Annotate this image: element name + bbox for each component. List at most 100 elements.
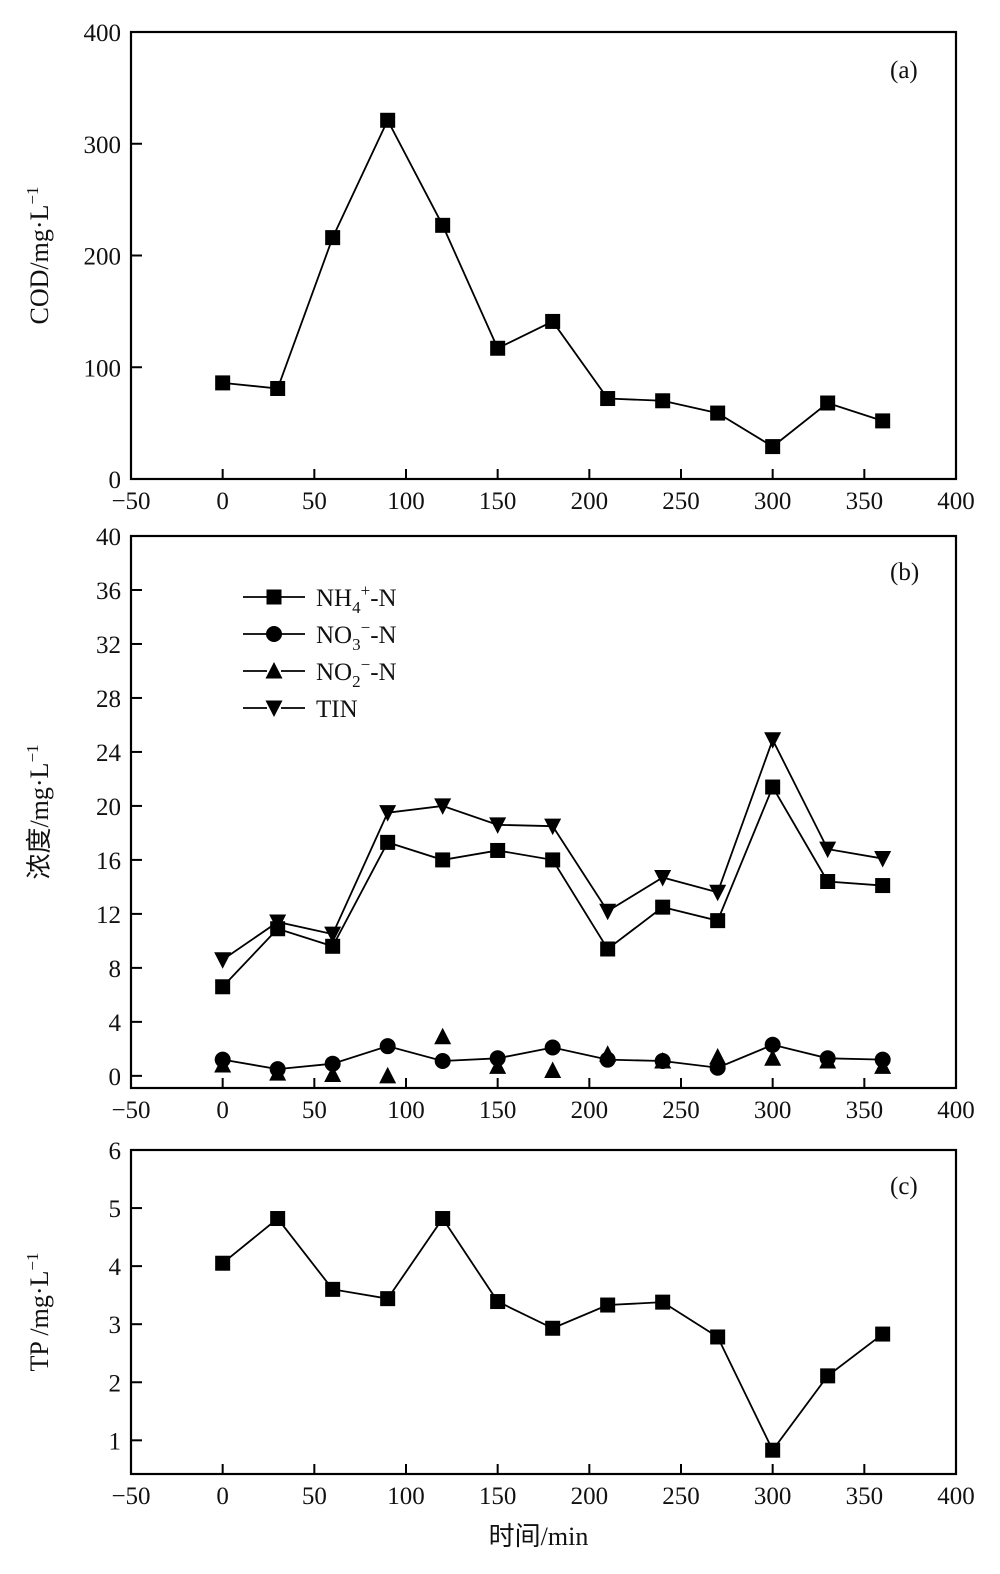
data-point — [324, 1065, 342, 1083]
series-line — [222, 737, 883, 961]
data-point — [600, 941, 616, 957]
legend-label: TIN — [316, 696, 358, 723]
data-point — [269, 1064, 287, 1081]
data-point — [544, 818, 562, 836]
data-point — [379, 805, 397, 822]
x-axis-title: 时间/min — [489, 1522, 589, 1551]
series-cod — [215, 112, 891, 455]
legend-label-tail: -N — [370, 585, 396, 612]
x-tick-label: 0 — [216, 1483, 229, 1510]
data-point — [324, 1055, 341, 1072]
series-no2n — [214, 1027, 892, 1084]
data-point — [599, 903, 617, 921]
y-tick-label: 400 — [84, 20, 122, 47]
legend-marker — [266, 589, 282, 605]
data-point — [709, 1047, 727, 1065]
chart-panel-c: −50 0 50 100 150 200 250 300 350 400 1 2 3 4 5 6 TP /mg·… — [23, 1138, 975, 1551]
series-line — [222, 785, 883, 988]
x-tick-label: −50 — [111, 1483, 150, 1510]
y-tick-label: 3 — [109, 1312, 122, 1339]
data-point — [764, 1036, 781, 1053]
y-axis-title-main: TP /mg·L — [25, 1271, 54, 1372]
data-point — [490, 1294, 506, 1310]
data-point — [875, 1326, 891, 1342]
x-tick-label: 350 — [846, 488, 884, 515]
x-tick-label: 300 — [754, 1097, 792, 1124]
chart-panel-b: −50 0 50 100 150 200 250 300 350 4000481216202428… — [23, 524, 975, 1124]
y-tick-label: 100 — [84, 355, 122, 382]
data-point — [270, 1211, 286, 1227]
data-point — [489, 1057, 507, 1074]
data-point — [545, 313, 561, 329]
data-point — [544, 1061, 562, 1078]
x-tick-label: 200 — [571, 488, 609, 515]
data-point — [599, 1045, 617, 1062]
legend-label-sub: 2 — [352, 672, 361, 691]
data-point — [874, 851, 892, 868]
data-point — [379, 1038, 396, 1055]
y-axis-title-sup: −1 — [23, 187, 42, 205]
data-point — [380, 1291, 396, 1307]
x-tick-label: 50 — [302, 1097, 327, 1124]
y-tick-label: 5 — [109, 1196, 122, 1223]
data-point — [215, 979, 231, 995]
chart-panel-a: −50 0 50 100 150 200 250 300 350 4000100200300400… — [23, 20, 975, 515]
series-tp — [215, 1211, 891, 1458]
legend-label-sub: 3 — [352, 635, 361, 654]
data-point — [214, 952, 232, 969]
y-tick-label: 0 — [109, 1064, 122, 1091]
data-point — [490, 842, 506, 858]
data-point — [875, 413, 891, 429]
data-point — [490, 340, 506, 356]
data-point — [654, 1052, 672, 1069]
legend-label-base: NH — [316, 585, 352, 612]
data-point — [380, 834, 396, 850]
data-point — [325, 938, 341, 954]
legend-label-sup: − — [361, 618, 371, 637]
x-tick-label: 50 — [302, 1483, 327, 1510]
plot-frame — [129, 534, 958, 1090]
data-point — [875, 878, 891, 894]
y-tick-label: 6 — [109, 1138, 122, 1165]
y-tick-label: 8 — [109, 956, 122, 983]
legend-item: NO3−-N — [243, 618, 397, 654]
y-tick-label: 32 — [96, 632, 121, 659]
legend-label: NO2−-N — [316, 655, 397, 691]
legend-marker — [265, 700, 283, 717]
x-tick-label: 250 — [662, 1483, 700, 1510]
data-point — [710, 913, 726, 929]
data-point — [435, 217, 451, 233]
x-tick-label: −50 — [111, 1097, 150, 1124]
x-tick-label: −50 — [111, 488, 150, 515]
data-point — [434, 1053, 451, 1070]
data-point — [215, 1255, 231, 1271]
legend-item: NH4+-N — [243, 581, 397, 617]
y-tick-label: 24 — [96, 740, 122, 767]
data-point — [600, 391, 616, 407]
series-line — [222, 118, 883, 448]
data-point — [710, 405, 726, 421]
x-tick-label: 300 — [754, 1483, 792, 1510]
y-tick-label: 40 — [96, 524, 121, 551]
y-axis-title-sup: −1 — [23, 744, 42, 762]
x-tick-label: 350 — [846, 1483, 884, 1510]
y-tick-label: 2 — [109, 1370, 122, 1397]
data-point — [819, 841, 837, 859]
x-tick-label: 400 — [937, 488, 975, 515]
x-tick-label: 350 — [846, 1097, 884, 1124]
legend-label-base: TIN — [316, 696, 358, 723]
data-point — [215, 375, 231, 391]
panel-label: (a) — [890, 57, 918, 84]
x-tick-label: 100 — [387, 1483, 425, 1510]
legend-marker — [265, 662, 283, 679]
x-tick-label: 400 — [937, 1097, 975, 1124]
data-point — [765, 779, 781, 795]
data-point — [379, 1066, 397, 1084]
y-tick-label: 0 — [109, 467, 122, 494]
x-tick-label: 0 — [216, 488, 229, 515]
x-tick-label: 0 — [216, 1097, 229, 1124]
y-tick-label: 200 — [84, 244, 122, 271]
legend-label: NH4+-N — [316, 581, 397, 617]
data-point — [764, 1049, 782, 1066]
data-point — [325, 1281, 341, 1297]
